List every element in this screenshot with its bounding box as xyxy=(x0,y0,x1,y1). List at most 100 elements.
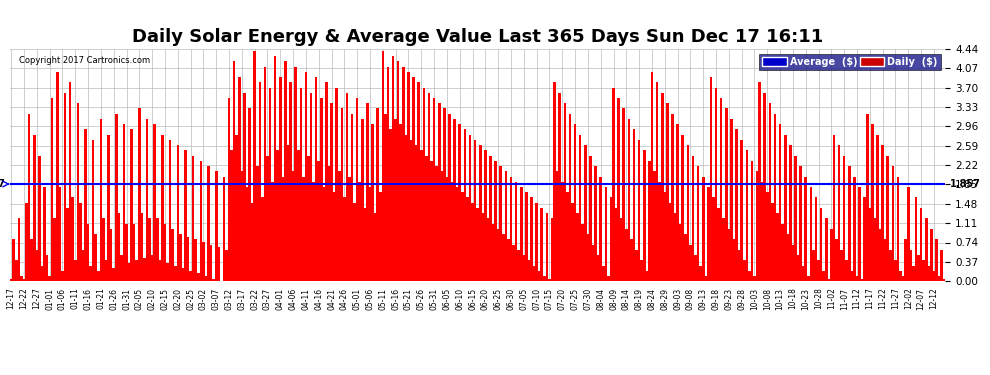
Bar xyxy=(176,145,179,281)
Bar xyxy=(18,218,20,281)
Bar xyxy=(505,171,507,281)
Bar xyxy=(874,218,876,281)
Bar xyxy=(797,255,799,281)
Bar xyxy=(643,150,645,281)
Bar xyxy=(633,129,636,281)
Bar xyxy=(555,171,558,281)
Bar xyxy=(468,135,471,281)
Bar xyxy=(663,192,666,281)
Bar xyxy=(368,187,371,281)
Bar xyxy=(538,271,541,281)
Bar xyxy=(218,247,220,281)
Bar xyxy=(148,218,150,281)
Bar xyxy=(838,145,841,281)
Bar xyxy=(266,156,268,281)
Bar xyxy=(141,213,144,281)
Bar xyxy=(231,150,233,281)
Bar xyxy=(881,145,884,281)
Bar xyxy=(376,108,379,281)
Bar xyxy=(300,87,302,281)
Bar xyxy=(315,77,318,281)
Bar xyxy=(374,213,376,281)
Bar xyxy=(938,276,940,281)
Bar xyxy=(899,271,902,281)
Bar xyxy=(325,82,328,281)
Bar xyxy=(679,224,681,281)
Bar xyxy=(89,266,92,281)
Bar xyxy=(246,187,248,281)
Bar xyxy=(868,208,871,281)
Bar xyxy=(848,166,850,281)
Bar xyxy=(828,279,830,281)
Bar xyxy=(71,198,74,281)
Bar xyxy=(336,87,338,281)
Bar xyxy=(289,82,292,281)
Bar xyxy=(905,239,907,281)
Bar xyxy=(210,244,213,281)
Bar xyxy=(87,224,89,281)
Bar xyxy=(720,98,723,281)
Bar xyxy=(279,77,281,281)
Bar xyxy=(397,62,400,281)
Bar xyxy=(833,135,836,281)
Bar xyxy=(842,156,845,281)
Bar xyxy=(676,124,679,281)
Bar xyxy=(58,187,61,281)
Bar xyxy=(341,108,344,281)
Bar xyxy=(594,166,597,281)
Bar xyxy=(305,72,307,281)
Bar xyxy=(15,260,18,281)
Bar xyxy=(712,198,715,281)
Bar xyxy=(742,260,745,281)
Bar xyxy=(169,140,171,281)
Bar xyxy=(866,114,868,281)
Bar xyxy=(353,203,356,281)
Bar xyxy=(287,145,289,281)
Bar xyxy=(753,276,755,281)
Bar xyxy=(553,82,555,281)
Bar xyxy=(138,108,141,281)
Bar xyxy=(328,166,331,281)
Bar xyxy=(126,224,128,281)
Bar xyxy=(658,182,661,281)
Bar xyxy=(94,234,97,281)
Bar xyxy=(484,150,487,281)
Bar xyxy=(697,166,699,281)
Bar xyxy=(940,250,942,281)
Bar xyxy=(579,135,581,281)
Bar xyxy=(200,161,202,281)
Bar xyxy=(49,276,50,281)
Bar xyxy=(836,239,838,281)
Bar xyxy=(768,103,771,281)
Bar xyxy=(238,77,241,281)
Bar xyxy=(641,260,643,281)
Bar xyxy=(38,156,41,281)
Bar xyxy=(771,203,774,281)
Bar xyxy=(792,244,794,281)
Bar xyxy=(705,276,707,281)
Title: Daily Solar Energy & Average Value Last 365 Days Sun Dec 17 16:11: Daily Solar Energy & Average Value Last … xyxy=(132,28,824,46)
Bar xyxy=(412,77,415,281)
Bar xyxy=(666,103,668,281)
Bar xyxy=(120,255,123,281)
Bar xyxy=(610,198,612,281)
Bar xyxy=(515,182,518,281)
Bar xyxy=(313,182,315,281)
Bar xyxy=(197,273,200,281)
Bar xyxy=(784,135,786,281)
Bar xyxy=(250,203,253,281)
Bar xyxy=(66,208,69,281)
Bar xyxy=(897,177,899,281)
Bar xyxy=(631,239,633,281)
Bar xyxy=(794,156,797,281)
Bar xyxy=(318,161,320,281)
Bar xyxy=(541,208,544,281)
Bar xyxy=(223,177,225,281)
Bar xyxy=(566,192,568,281)
Bar xyxy=(146,119,148,281)
Bar xyxy=(256,166,258,281)
Bar xyxy=(571,203,574,281)
Bar xyxy=(423,87,425,281)
Bar xyxy=(830,229,833,281)
Bar xyxy=(681,135,684,281)
